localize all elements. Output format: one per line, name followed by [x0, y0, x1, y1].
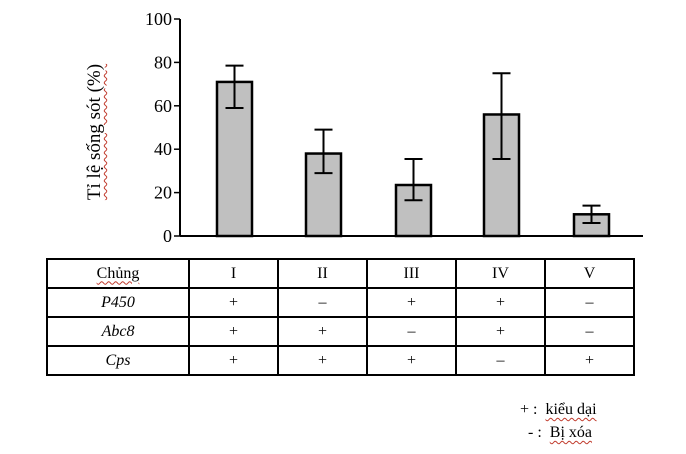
table-cell: + — [188, 316, 279, 347]
table-header-row: Chủng I II III IV V — [46, 258, 635, 289]
header-cell: IV — [455, 258, 546, 289]
table-cell: + — [455, 316, 546, 347]
legend: + : kiểu dại - : Bị xóa — [520, 398, 597, 444]
table-cell: – — [366, 316, 457, 347]
header-cell: V — [544, 258, 635, 289]
gene-label: Cps — [46, 345, 190, 376]
table-cell: – — [544, 287, 635, 318]
table-cell: + — [366, 345, 457, 376]
gene-label: Abc8 — [46, 316, 190, 347]
table-row: Abc8 + + – + – — [46, 316, 635, 347]
y-tick-label: 80 — [154, 52, 172, 72]
header-cell-strain: Chủng — [46, 258, 190, 289]
table-cell: – — [455, 345, 546, 376]
legend-item-deleted: - : Bị xóa — [520, 421, 597, 444]
legend-item-wildtype: + : kiểu dại — [520, 398, 597, 421]
y-tick-label: 100 — [145, 9, 172, 29]
strain-genotype-table: Chủng I II III IV V P450 + – + + – Abc8 … — [46, 258, 635, 376]
table-cell: + — [544, 345, 635, 376]
table-cell: + — [366, 287, 457, 318]
legend-symbol: + : — [520, 401, 538, 418]
header-cell: I — [188, 258, 279, 289]
table-cell: – — [277, 287, 368, 318]
gene-label: P450 — [46, 287, 190, 318]
legend-symbol: - : — [528, 424, 542, 441]
legend-label: kiểu dại — [545, 401, 597, 418]
survival-bar-chart: 0 20 40 60 80 100 — [145, 9, 643, 246]
y-tick-label: 40 — [154, 139, 172, 159]
y-tick-label: 0 — [163, 226, 172, 246]
table-cell: + — [188, 287, 279, 318]
table-row: Cps + + + – + — [46, 345, 635, 376]
legend-label: Bị xóa — [549, 424, 592, 441]
header-cell: III — [366, 258, 457, 289]
table-cell: – — [544, 316, 635, 347]
y-tick-label: 60 — [154, 96, 172, 116]
table-cell: + — [277, 345, 368, 376]
table-cell: + — [277, 316, 368, 347]
y-tick-label: 20 — [154, 183, 172, 203]
table-row: P450 + – + + – — [46, 287, 635, 318]
header-cell: II — [277, 258, 368, 289]
y-axis-label: Tỉ lệ sống sót (%) — [84, 63, 105, 201]
table-cell: + — [455, 287, 546, 318]
table-cell: + — [188, 345, 279, 376]
